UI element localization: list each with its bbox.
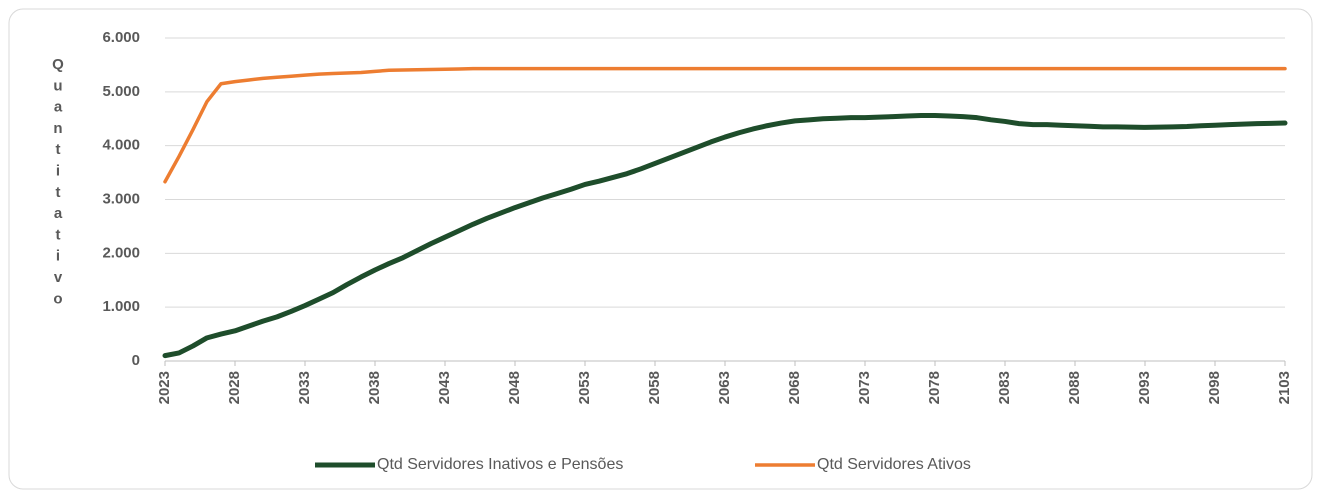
y-tick-label: 0 [132,352,140,369]
data-line [162,113,1288,359]
x-tick-label: 2068 [786,371,803,404]
x-tick-label: 2048 [506,371,523,404]
x-tick-label: 2033 [296,371,313,404]
y-tick-label: 3.000 [102,190,140,207]
x-tick-label: 2053 [576,371,593,404]
legend-label: Qtd Servidores Ativos [817,456,971,473]
y-tick-label: 5.000 [102,83,140,100]
x-tick-label: 2088 [1066,371,1083,404]
x-tick-label: 2038 [366,371,383,404]
y-tick-label: 1.000 [102,298,140,315]
chart-frame [8,8,1313,490]
x-tick-label: 2083 [996,371,1013,404]
y-tick-label: 4.000 [102,137,140,154]
x-tick-label: 2078 [926,371,943,404]
legend-label: Qtd Servidores Inativos e Pensões [377,456,623,473]
x-tick-label: 2098 [1206,371,1223,404]
y-tick-label: 2.000 [102,244,140,261]
x-tick-label: 2073 [856,371,873,404]
x-tick-label: 2043 [436,371,453,404]
x-tick-label: 2023 [156,371,173,404]
data-line [163,66,1287,184]
x-tick-label: 2063 [716,371,733,404]
x-tick-label: 2028 [226,371,243,404]
x-tick-label: 2058 [646,371,663,404]
y-tick-label: 6.000 [102,29,140,46]
x-tick-label: 2103 [1276,371,1293,404]
x-tick-label: 2093 [1136,371,1153,404]
